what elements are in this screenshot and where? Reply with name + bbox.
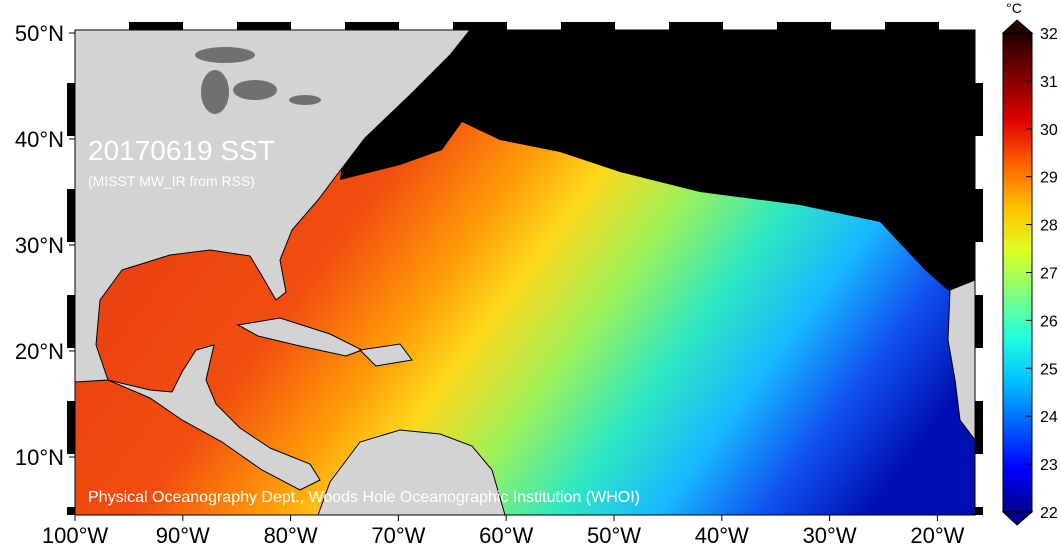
colorbar-tick-label: 31	[1040, 74, 1058, 91]
lat-tick-label: 20°N	[15, 339, 64, 364]
colorbar-tick-label: 28	[1040, 218, 1058, 235]
lon-tick-label: 80°W	[264, 523, 318, 546]
border-block	[975, 295, 983, 348]
credit: Physical Oceanography Dept., Woods Hole …	[88, 489, 640, 506]
colorbar-tick-label: 24	[1040, 409, 1058, 426]
border-block	[453, 22, 507, 30]
border-block	[237, 22, 291, 30]
great-lake	[289, 95, 321, 105]
border-block	[777, 22, 831, 30]
border-block	[67, 401, 75, 454]
border-block	[975, 507, 983, 515]
border-block	[67, 295, 75, 348]
lat-tick-label: 50°N	[15, 21, 64, 46]
border-block	[885, 22, 939, 30]
colorbar-min-arrow	[1001, 511, 1034, 526]
cuba	[236, 317, 364, 357]
lon-tick-label: 50°W	[587, 523, 641, 546]
axes: 100°W 90°W 80°W 70°W 60°W 50°W 40°W 30°W 20°W 10°…	[15, 21, 965, 548]
lat-tick-label: 30°N	[15, 233, 64, 258]
border-block	[975, 189, 983, 242]
border-block	[345, 22, 399, 30]
hispaniola	[358, 343, 413, 367]
colorbar-tick-label: 26	[1040, 313, 1058, 330]
checker-border	[67, 22, 983, 515]
colorbar-tick-label: 32	[1040, 26, 1058, 43]
central-america	[107, 344, 321, 491]
lon-tick-label: 40°W	[695, 523, 749, 546]
lon-tick-label: 20°W	[910, 523, 964, 546]
border-block	[975, 401, 983, 454]
map	[75, 30, 975, 515]
colorbar-tick-label: 23	[1040, 457, 1058, 474]
north-america	[75, 30, 471, 383]
border-block	[67, 189, 75, 242]
colorbar-max-arrow	[1001, 19, 1034, 34]
great-lake	[201, 70, 229, 114]
border-block	[67, 83, 75, 136]
great-lake	[233, 80, 277, 100]
colorbar-tick-label: 25	[1040, 361, 1058, 378]
colorbar-unit: °C	[1006, 0, 1022, 16]
border-block	[67, 507, 75, 515]
map-subtitle: (MISST MW_IR from RSS)	[88, 173, 255, 189]
lon-tick-label: 60°W	[479, 523, 533, 546]
colorbar-tick-label: 22	[1040, 505, 1058, 522]
map-title: 20170619 SST	[88, 135, 275, 166]
border-block	[669, 22, 723, 30]
lon-tick-label: 100°W	[42, 523, 109, 546]
colorbar-tick-label: 27	[1040, 266, 1058, 283]
colorbar: °C 22 23 24 25 26 27 28 29 30 31 32	[1001, 0, 1058, 526]
lon-tick-label: 70°W	[371, 523, 425, 546]
lat-tick-label: 10°N	[15, 445, 64, 470]
colorbar-tick-label: 30	[1040, 122, 1058, 139]
colorbar-tick-label: 29	[1040, 170, 1058, 187]
border-block	[129, 22, 183, 30]
lat-tick-label: 40°N	[15, 127, 64, 152]
map-frame	[74, 29, 976, 516]
border-block	[975, 83, 983, 136]
africa	[947, 279, 975, 441]
south-america	[317, 429, 506, 515]
lon-tick-label: 30°W	[803, 523, 857, 546]
great-lake	[195, 47, 255, 63]
lon-tick-label: 90°W	[156, 523, 210, 546]
no-data-region	[340, 30, 975, 292]
border-block	[561, 22, 615, 30]
